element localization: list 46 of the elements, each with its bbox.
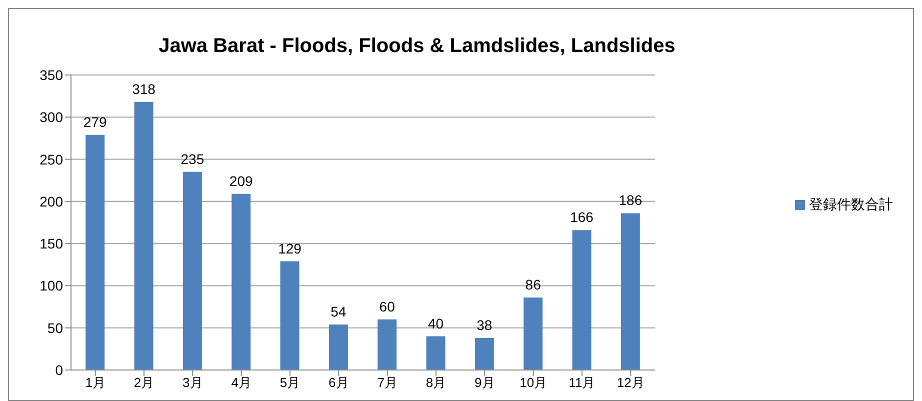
bar bbox=[280, 261, 300, 370]
bar bbox=[378, 319, 397, 370]
data-label: 318 bbox=[132, 80, 156, 97]
y-tick-label: 300 bbox=[40, 109, 64, 126]
bar bbox=[620, 213, 640, 370]
legend-label: 登録件数合計 bbox=[809, 196, 893, 212]
x-tick-label: 9月 bbox=[474, 375, 495, 390]
bar bbox=[426, 336, 446, 370]
y-tick-label: 350 bbox=[40, 66, 64, 83]
data-label: 60 bbox=[379, 298, 396, 314]
data-label: 54 bbox=[330, 303, 346, 320]
data-label: 129 bbox=[278, 240, 302, 256]
y-tick-label: 0 bbox=[55, 362, 64, 378]
x-tick-label: 1月 bbox=[85, 375, 106, 390]
x-tick-label: 12月 bbox=[616, 375, 644, 390]
bar bbox=[572, 230, 592, 370]
data-label: 38 bbox=[476, 316, 492, 333]
x-tick-label: 6月 bbox=[328, 375, 349, 390]
x-tick-label: 7月 bbox=[377, 375, 398, 390]
data-label: 235 bbox=[180, 150, 204, 167]
x-tick-label: 5月 bbox=[280, 375, 300, 390]
x-tick-label: 10月 bbox=[520, 375, 548, 390]
bar bbox=[86, 134, 105, 370]
data-label: 186 bbox=[618, 192, 642, 208]
y-tick-label: 250 bbox=[40, 151, 64, 168]
data-label: 166 bbox=[570, 209, 594, 226]
data-label: 40 bbox=[428, 315, 444, 332]
chart-title: Jawa Barat - Floods, Floods & Lamdslides, Landslides bbox=[158, 35, 676, 58]
y-tick-label: 50 bbox=[47, 320, 64, 336]
bar bbox=[134, 102, 154, 370]
y-tick-label: 100 bbox=[40, 278, 64, 294]
x-tick-label: 8月 bbox=[426, 375, 446, 390]
x-tick-label: 11月 bbox=[568, 375, 596, 390]
data-label: 86 bbox=[525, 276, 542, 293]
bar bbox=[328, 324, 348, 370]
x-tick-label: 3月 bbox=[182, 375, 203, 390]
x-tick-label: 4月 bbox=[231, 375, 252, 390]
data-label: 209 bbox=[229, 172, 253, 189]
data-label: 279 bbox=[83, 114, 107, 130]
y-tick-label: 200 bbox=[40, 193, 64, 210]
bar bbox=[474, 338, 494, 370]
bar bbox=[232, 194, 251, 370]
bar bbox=[182, 172, 202, 370]
bar bbox=[524, 298, 543, 370]
y-tick-label: 150 bbox=[40, 236, 64, 252]
x-tick-label: 2月 bbox=[134, 375, 154, 390]
